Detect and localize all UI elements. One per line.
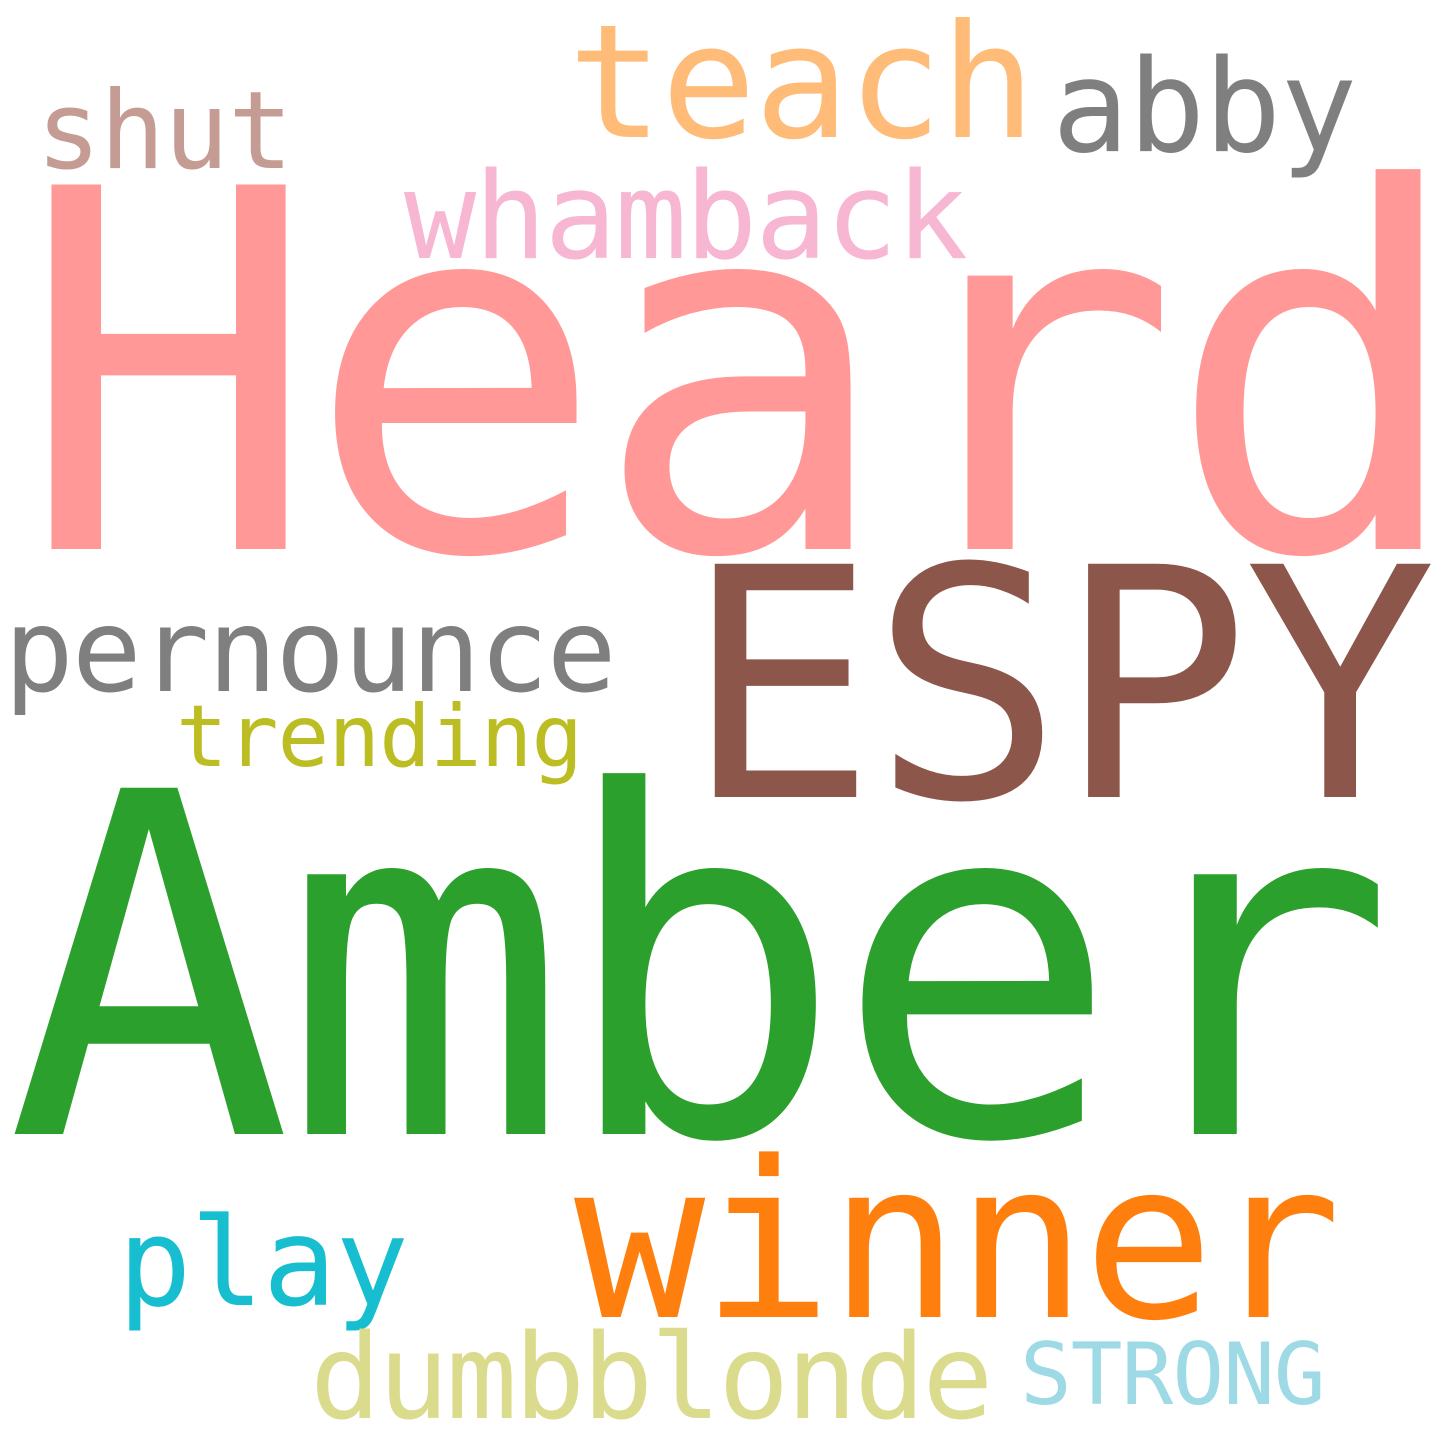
word-pernounce: pernounce — [4, 584, 617, 719]
word-heard: Heard — [18, 85, 1440, 667]
word-strong: STRONG — [1020, 1325, 1326, 1425]
word-dumbblonde: dumbblonde — [310, 1308, 993, 1440]
word-abby: abby — [1052, 33, 1357, 182]
word-play: play — [118, 1192, 409, 1334]
word-amber: Amber — [6, 694, 1396, 1247]
word-shut: shut — [36, 69, 293, 194]
word-teach: teach — [568, 0, 1036, 175]
word-whamback: whamback — [404, 148, 968, 287]
word-winner: winner — [574, 1116, 1341, 1369]
word-trending: trending — [176, 687, 583, 787]
word-espy: ESPY — [684, 501, 1437, 873]
